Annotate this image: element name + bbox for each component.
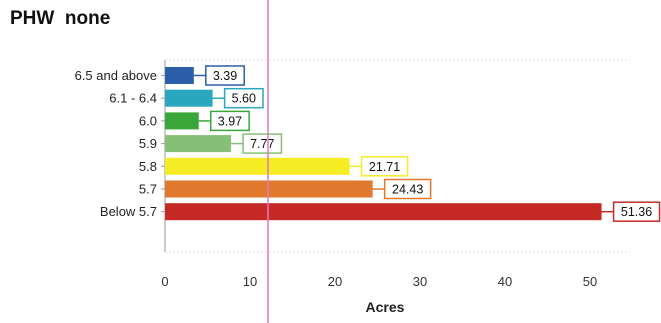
data-label-box [383, 178, 432, 200]
data-label-box [205, 65, 245, 86]
x-tick-label: 10 [243, 274, 257, 289]
x-tick-label: 40 [498, 274, 512, 289]
data-label: 3.39 [213, 69, 237, 83]
x-tick-label: 20 [328, 274, 342, 289]
x-tick-label: 30 [413, 274, 427, 289]
category-label: 6.0 [139, 113, 157, 128]
data-label: 51.36 [621, 205, 652, 219]
x-tick-label: 50 [583, 274, 597, 289]
page-title: PHW none [10, 8, 111, 29]
category-label: 5.9 [139, 136, 157, 151]
bar [165, 89, 213, 107]
category-label: 6.5 and above [75, 68, 157, 83]
data-label: 5.60 [232, 92, 256, 106]
data-label: 24.43 [392, 183, 423, 197]
x-axis-title: Acres [366, 299, 405, 315]
bar [165, 67, 194, 84]
category-label: 5.7 [139, 182, 157, 197]
data-label-box [209, 110, 250, 132]
bar [165, 112, 199, 130]
data-label-box [612, 201, 661, 222]
data-label-box [242, 133, 283, 154]
bar [165, 180, 373, 198]
category-label: 6.1 - 6.4 [109, 91, 157, 106]
x-tick-label: 0 [161, 274, 168, 289]
data-label: 3.97 [218, 114, 242, 128]
data-label: 21.71 [369, 160, 400, 174]
category-label: 5.8 [139, 159, 157, 174]
category-label: Below 5.7 [100, 204, 157, 219]
data-label: 7.77 [250, 137, 274, 151]
bar [165, 203, 602, 221]
data-label-box [360, 156, 409, 177]
data-label-box [223, 87, 264, 109]
bar [165, 157, 350, 175]
bar [165, 135, 232, 153]
